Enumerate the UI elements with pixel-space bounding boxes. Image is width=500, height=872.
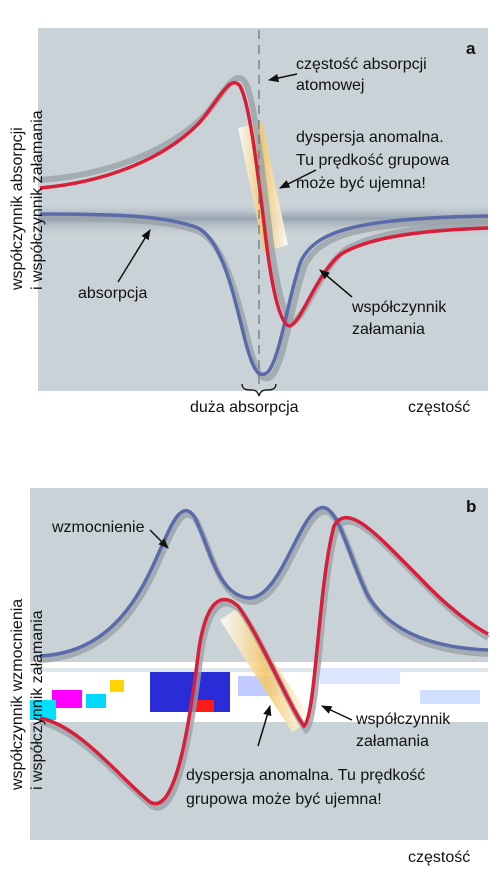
- panel-a-atomic-label-2: atomowej: [296, 77, 364, 94]
- panel-b-anomalous-label-1: dyspersja anomalna. Tu prędkość: [186, 767, 425, 784]
- panel-a-big-absorption-label: duża absorpcja: [190, 399, 299, 416]
- panel-a-ylabel-2: i współczynnik załamania: [29, 110, 46, 290]
- panel-a-letter: a: [466, 39, 476, 58]
- panel-a-anomalous-arrow: [279, 169, 317, 189]
- panel-b: b wzmocnienie współczynnik załamania dys…: [9, 488, 490, 866]
- panel-b-anomalous-arrow: [257, 704, 272, 747]
- panel-b-ylabel-2: i współczynnik załamania: [29, 610, 46, 790]
- panel-a-refraction-label-1: współczynnik: [351, 299, 447, 316]
- panel-a-brace: [241, 383, 277, 397]
- panel-b-gain-arrow: [149, 529, 169, 549]
- panel-a-refraction-arrow: [319, 269, 353, 298]
- panel-b-xlabel: częstość: [408, 849, 470, 866]
- panel-a-xlabel: częstość: [408, 399, 470, 416]
- panel-a-anomalous-label-1: dyspersja anomalna.: [296, 129, 444, 146]
- panel-b-refraction-arrow: [321, 705, 353, 721]
- panel-a-atomic-arrow: [267, 73, 298, 83]
- panel-a-refraction-curve: [39, 81, 489, 328]
- panel-b-refraction-label-2: załamania: [356, 733, 429, 750]
- panel-a-absorption-arrow: [117, 229, 151, 283]
- panel-a-refraction-shadow: [39, 74, 489, 326]
- panel-a-anomalous-label-3: może być ujemna!: [296, 175, 426, 192]
- panel-a-absorption-curve: [39, 212, 489, 376]
- panel-b-anomalous-label-2: grupowa może być ujemna!: [186, 791, 382, 808]
- panel-a-atomic-label-1: częstość absorpcji: [296, 56, 427, 73]
- panel-a-refraction-label-2: załamania: [352, 321, 425, 338]
- panel-a-ylabel-1: współczynnik absorpcji: [9, 127, 26, 291]
- panel-a: a częstość absorpcji atomowej dyspersja …: [9, 28, 489, 416]
- panel-b-ylabel-1: współczynnik wzmocnienia: [9, 599, 26, 791]
- panel-b-refraction-curve: [39, 515, 489, 806]
- panel-b-gain-curve: [39, 506, 489, 658]
- panel-b-gain-label: wzmocnienie: [51, 519, 145, 536]
- panel-b-refraction-label-1: współczynnik: [355, 711, 451, 728]
- panel-a-anomalous-label-2: Tu prędkość grupowa: [296, 152, 449, 169]
- panel-b-letter: b: [466, 497, 476, 516]
- panel-a-absorption-label: absorpcja: [78, 285, 147, 302]
